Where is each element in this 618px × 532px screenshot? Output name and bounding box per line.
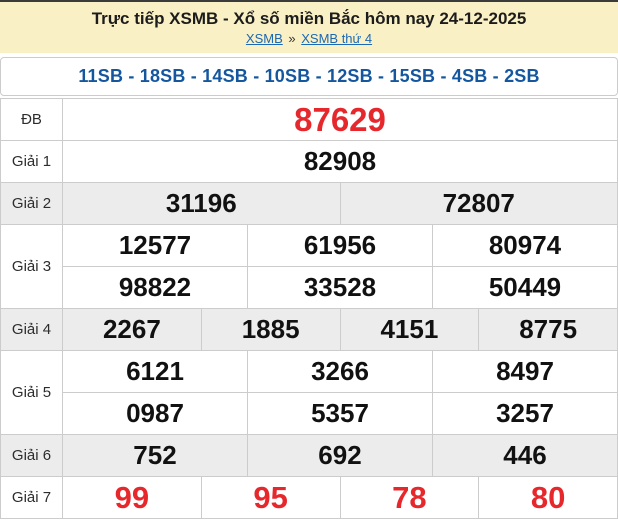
prize-number: 8497 xyxy=(432,350,618,393)
row-prize-3b: 98822 33528 50449 xyxy=(1,266,618,309)
prize-label-2: Giải 2 xyxy=(0,182,63,225)
loto-summary-text: 11SB - 18SB - 14SB - 10SB - 12SB - 15SB … xyxy=(78,66,540,86)
prize-number: 446 xyxy=(432,434,618,477)
row-prize-7: Giải 7 99 95 78 80 xyxy=(0,476,618,519)
prize-label-5: Giải 5 xyxy=(0,350,63,435)
prize-number: 50449 xyxy=(432,266,618,309)
prize-number: 692 xyxy=(247,434,433,477)
row-prize-2: Giải 2 31196 72807 xyxy=(0,182,618,225)
prize-number: 33528 xyxy=(247,266,433,309)
row-special-prize: ĐB 87629 xyxy=(0,98,618,141)
row-prize-5b: 0987 5357 3257 xyxy=(1,392,618,435)
prize-number: 99 xyxy=(62,476,202,519)
prize-number: 1885 xyxy=(200,308,341,351)
prize-number: 3266 xyxy=(247,350,433,393)
prize-number: 72807 xyxy=(339,182,618,225)
prize-number-db: 87629 xyxy=(62,98,618,141)
top-divider xyxy=(0,0,618,2)
breadcrumb-separator: » xyxy=(288,31,296,46)
prize-number: 2267 xyxy=(62,308,202,351)
row-prize-6: Giải 6 752 692 446 xyxy=(0,434,618,477)
breadcrumb-link-xsmb[interactable]: XSMB xyxy=(245,31,283,46)
prize-label-6: Giải 6 xyxy=(0,434,63,477)
prize-number: 95 xyxy=(200,476,341,519)
prize-number: 5357 xyxy=(247,392,433,435)
prize-label-1: Giải 1 xyxy=(0,140,63,183)
prize-number: 82908 xyxy=(62,140,618,183)
prize-number: 31196 xyxy=(62,182,341,225)
results-table: ĐB 87629 Giải 1 82908 Giải 2 31196 72807… xyxy=(0,98,618,519)
row-prize-5a: Giải 5 6121 3266 8497 xyxy=(0,350,618,435)
prize-number: 4151 xyxy=(339,308,480,351)
prize-number: 78 xyxy=(339,476,480,519)
prize-label-7: Giải 7 xyxy=(0,476,63,519)
prize-number: 6121 xyxy=(62,350,248,393)
row-prize-3a: Giải 3 12577 61956 80974 xyxy=(0,224,618,309)
prize-label-3: Giải 3 xyxy=(0,224,63,309)
page-header: Trực tiếp XSMB - Xổ số miền Bắc hôm nay … xyxy=(0,2,618,53)
prize-label-db: ĐB xyxy=(0,98,63,141)
breadcrumb-link-xsmb-thu4[interactable]: XSMB thứ 4 xyxy=(301,31,373,46)
prize-number: 8775 xyxy=(478,308,618,351)
breadcrumb: XSMB » XSMB thứ 4 xyxy=(0,31,618,47)
row-prize-4: Giải 4 2267 1885 4151 8775 xyxy=(0,308,618,351)
prize-number: 12577 xyxy=(62,224,248,267)
page-title: Trực tiếp XSMB - Xổ số miền Bắc hôm nay … xyxy=(91,9,527,28)
prize-number: 0987 xyxy=(62,392,248,435)
prize-number: 752 xyxy=(62,434,248,477)
prize-number: 3257 xyxy=(432,392,618,435)
prize-number: 80974 xyxy=(432,224,618,267)
prize-number: 98822 xyxy=(62,266,248,309)
prize-number: 80 xyxy=(478,476,618,519)
prize-label-4: Giải 4 xyxy=(0,308,63,351)
loto-summary-box: 11SB - 18SB - 14SB - 10SB - 12SB - 15SB … xyxy=(0,57,618,96)
row-prize-1: Giải 1 82908 xyxy=(0,140,618,183)
prize-number: 61956 xyxy=(247,224,433,267)
